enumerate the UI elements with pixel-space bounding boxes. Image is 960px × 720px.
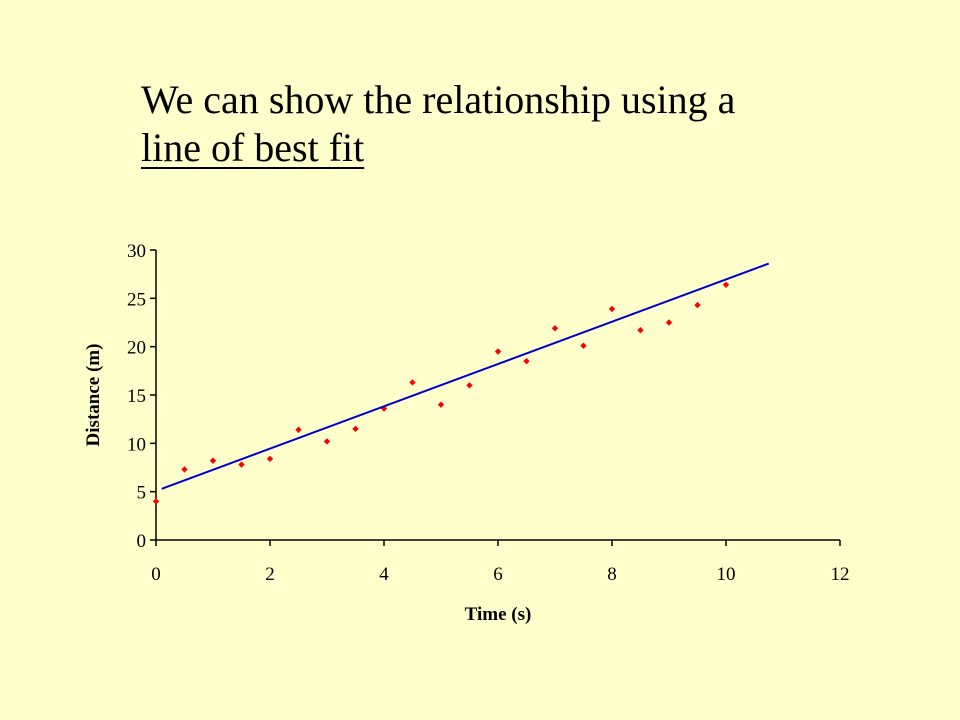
data-point [238, 461, 245, 468]
data-point [665, 319, 673, 326]
data-point [466, 382, 473, 389]
chart-best-fit [161, 262, 770, 490]
data-point [409, 379, 416, 386]
data-point [580, 342, 587, 349]
data-point [494, 348, 502, 355]
x-tick-label: 2 [265, 564, 275, 585]
data-point [694, 301, 701, 309]
data-point [551, 325, 559, 332]
data-point [181, 466, 188, 473]
y-tick-label: 5 [137, 483, 147, 504]
x-tick-label: 6 [493, 564, 503, 585]
data-point [209, 457, 217, 464]
y-tick-label: 10 [127, 434, 146, 455]
x-axis-title: Time (s) [465, 604, 532, 625]
chart-axis-titles: Time (s) Distance (m) [83, 344, 531, 625]
x-tick-label: 12 [831, 564, 850, 585]
x-tick-label: 10 [717, 564, 736, 585]
x-tick-label: 4 [379, 564, 389, 585]
data-point [323, 438, 331, 445]
x-tick-label: 0 [151, 564, 161, 585]
data-point [608, 305, 616, 313]
best-fit-line [161, 262, 770, 490]
y-tick-label: 0 [137, 531, 147, 552]
y-tick-label: 15 [127, 386, 146, 407]
chart-ticks: 0 5 10 15 20 25 30 0 2 4 6 8 10 12 [127, 241, 850, 585]
y-tick-label: 25 [127, 289, 146, 310]
data-point [523, 357, 530, 365]
y-axis-title: Distance (m) [83, 344, 104, 447]
y-tick-label: 20 [127, 338, 146, 359]
slide-title: We can show the relationship using a lin… [141, 76, 735, 172]
x-tick-label: 8 [607, 564, 617, 585]
data-point [722, 281, 730, 288]
chart-axes [155, 250, 840, 541]
chart-points [152, 281, 730, 505]
data-point [437, 401, 445, 408]
data-point [352, 425, 359, 433]
data-point [152, 498, 160, 505]
y-tick-label: 30 [127, 241, 146, 262]
data-point [295, 426, 302, 433]
slide-title-line-1: We can show the relationship using a [141, 77, 736, 122]
data-point [637, 327, 644, 334]
slide-title-line-2: line of best fit [141, 125, 365, 170]
data-point [266, 455, 274, 462]
